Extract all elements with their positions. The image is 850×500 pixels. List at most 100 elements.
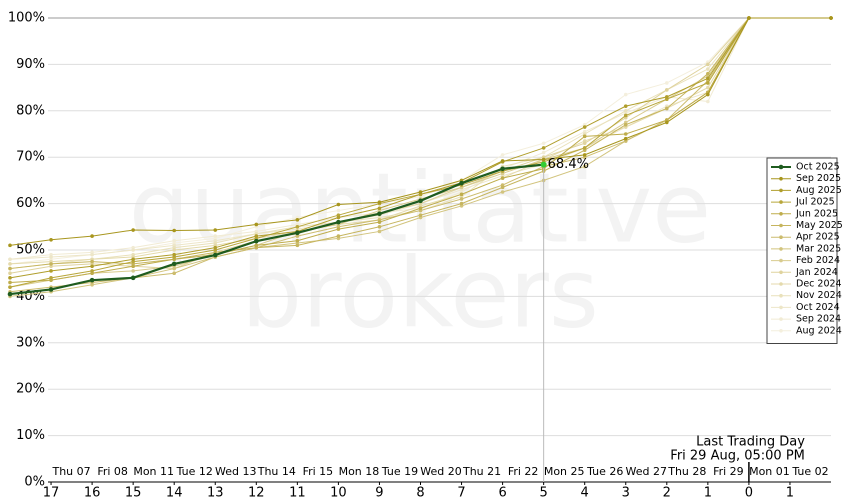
legend-dot xyxy=(779,317,783,321)
point xyxy=(49,237,53,242)
point xyxy=(7,291,13,297)
x-tick-label: 4 xyxy=(581,486,589,500)
x-tick-label: 16 xyxy=(84,486,101,500)
day-label: Fri 22 xyxy=(508,465,539,478)
point xyxy=(623,132,628,136)
point xyxy=(336,234,341,238)
legend-label: Sep 2025 xyxy=(796,173,841,184)
y-tick-label: 50% xyxy=(16,243,45,258)
point xyxy=(706,92,710,97)
x-tick-label: 6 xyxy=(498,486,506,500)
day-label: Thu 21 xyxy=(462,465,501,478)
point xyxy=(90,259,94,264)
legend-dot xyxy=(779,188,783,193)
point xyxy=(172,266,176,271)
point xyxy=(90,252,94,257)
day-label: Tue 26 xyxy=(586,465,623,478)
point xyxy=(418,190,423,194)
y-tick-label: 100% xyxy=(8,11,45,26)
legend-label: Aug 2024 xyxy=(796,325,842,336)
point xyxy=(377,206,382,211)
point xyxy=(459,180,464,186)
point xyxy=(377,200,382,205)
point xyxy=(8,262,12,266)
y-tick-label: 70% xyxy=(16,150,45,165)
point xyxy=(131,248,135,252)
point xyxy=(131,264,135,269)
point xyxy=(254,222,259,227)
point xyxy=(213,228,218,232)
day-label: Thu 14 xyxy=(257,465,296,478)
point xyxy=(8,243,12,248)
x-tick-label: 7 xyxy=(457,486,465,500)
point xyxy=(500,185,505,190)
point xyxy=(418,206,423,211)
point xyxy=(213,245,218,250)
point xyxy=(582,125,587,129)
point xyxy=(49,262,53,266)
point xyxy=(90,234,94,238)
point xyxy=(623,92,628,97)
point xyxy=(171,261,177,267)
legend-label: Sep 2024 xyxy=(796,314,841,325)
day-label: Wed 27 xyxy=(626,465,667,478)
point xyxy=(212,252,218,258)
point xyxy=(213,234,218,238)
x-tick-label: 1 xyxy=(704,486,712,500)
legend-dot xyxy=(779,223,783,228)
point xyxy=(582,134,587,139)
point xyxy=(829,16,833,20)
point xyxy=(8,285,12,289)
point xyxy=(665,120,669,125)
point xyxy=(8,257,12,262)
point xyxy=(623,136,628,141)
series-line xyxy=(9,17,831,270)
point xyxy=(8,280,12,285)
point xyxy=(172,271,176,276)
point xyxy=(623,122,628,127)
legend-label: Mar 2025 xyxy=(796,243,841,254)
point xyxy=(377,220,382,224)
annotation: Last Trading Day xyxy=(696,435,805,450)
point xyxy=(90,264,94,269)
day-label: Mon 25 xyxy=(544,465,585,478)
day-label: Thu 28 xyxy=(667,465,706,478)
point xyxy=(541,150,546,155)
legend-box xyxy=(766,157,838,344)
point xyxy=(89,277,95,283)
x-tick-label: 12 xyxy=(248,486,265,500)
x-tick-label: 2 xyxy=(663,486,671,500)
x-tick-label: 1 xyxy=(786,486,794,500)
point xyxy=(295,238,300,243)
point xyxy=(665,81,669,85)
y-tick-label: 20% xyxy=(16,382,45,397)
watermark: brokers xyxy=(241,237,599,349)
legend-label: Oct 2025 xyxy=(796,162,840,173)
x-tick-label: 17 xyxy=(43,486,60,500)
point xyxy=(336,227,341,231)
x-tick-label: 10 xyxy=(330,486,347,500)
annotation: Fri 29 Aug, 05:00 PM xyxy=(670,449,805,464)
point xyxy=(295,225,300,229)
y-tick-label: 90% xyxy=(16,57,45,72)
series-line xyxy=(9,163,544,296)
day-label: Mon 18 xyxy=(339,465,380,478)
point xyxy=(8,266,12,271)
x-tick-label: 11 xyxy=(289,486,306,500)
day-label: Wed 13 xyxy=(215,465,256,478)
point xyxy=(706,71,710,76)
value-label: 68.4% xyxy=(548,157,589,172)
x-tick-label: 15 xyxy=(125,486,142,500)
point xyxy=(459,197,464,201)
point xyxy=(623,104,628,108)
point xyxy=(49,276,53,280)
point xyxy=(665,88,669,92)
point xyxy=(706,99,710,104)
point xyxy=(254,243,259,248)
point xyxy=(665,95,669,99)
x-tick-label: 9 xyxy=(375,486,383,500)
legend-dot xyxy=(779,258,783,263)
legend-label: Feb 2024 xyxy=(796,255,840,266)
point xyxy=(582,146,587,150)
